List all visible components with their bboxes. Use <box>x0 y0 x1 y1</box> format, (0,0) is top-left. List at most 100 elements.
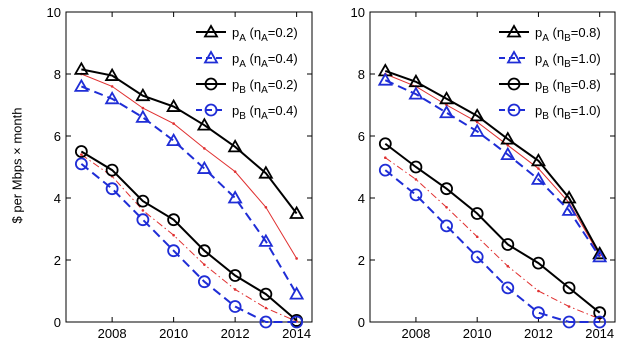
legend-label: pA (ηB=1.0) <box>535 51 601 70</box>
y-tick-label: 6 <box>54 129 61 144</box>
series-6 <box>384 156 601 321</box>
x-tick-label: 2008 <box>98 326 127 341</box>
data-point-marker <box>141 209 145 212</box>
data-point-marker <box>80 153 83 156</box>
y-tick-label: 8 <box>358 67 365 82</box>
legend-label: pB (ηB=0.8) <box>535 77 601 96</box>
data-point-marker <box>264 306 268 310</box>
data-point-marker <box>196 117 212 131</box>
data-point-marker <box>440 219 453 233</box>
series-line <box>385 73 601 256</box>
plot-frame <box>369 11 616 323</box>
data-point-marker <box>197 275 211 289</box>
data-point-marker <box>196 160 212 174</box>
data-point-marker <box>110 85 114 88</box>
data-point-marker <box>228 300 242 313</box>
legend-item: pA (ηA=0.2) <box>196 24 298 44</box>
y-tick-label: 10 <box>47 5 61 20</box>
data-point-marker <box>500 131 516 145</box>
legend-item: pB (ηA=0.4) <box>196 103 298 122</box>
data-point-marker <box>258 233 274 247</box>
data-point-marker <box>167 213 181 227</box>
series-5 <box>80 72 298 260</box>
x-tick-label: 2010 <box>463 326 492 341</box>
data-point-marker <box>469 108 485 122</box>
y-tick-label: 4 <box>54 191 61 206</box>
data-point-marker <box>378 163 392 177</box>
data-point-marker <box>475 120 479 124</box>
series-1 <box>73 61 305 219</box>
series-2 <box>377 72 608 263</box>
legend: pA (ηB=0.8) pA (ηB=1.0) pB (ηB=0.8) pB (ηB=… <box>499 24 601 122</box>
data-point-marker <box>414 178 418 181</box>
data-point-marker <box>592 249 608 263</box>
x-tick-label: 2012 <box>524 326 553 341</box>
data-point-marker <box>259 287 273 301</box>
series-line <box>81 85 298 295</box>
series-line <box>81 73 298 259</box>
data-point-marker <box>289 205 305 219</box>
data-point-marker <box>440 182 453 196</box>
data-point-marker <box>264 206 268 209</box>
data-point-marker <box>228 269 242 282</box>
x-tick-label: 2014 <box>585 326 614 341</box>
data-point-marker <box>136 194 150 208</box>
legend-marker <box>507 103 521 117</box>
data-point-marker <box>289 286 305 300</box>
series-4 <box>74 157 304 329</box>
data-point-marker <box>104 67 120 81</box>
y-tick-label: 6 <box>358 129 365 144</box>
data-point-marker <box>592 245 608 260</box>
data-point-marker <box>167 244 181 258</box>
series-line <box>384 142 601 314</box>
data-point-marker <box>258 165 274 179</box>
data-point-marker <box>203 147 206 150</box>
y-tick-label: 8 <box>54 67 61 82</box>
data-point-marker <box>593 315 607 329</box>
data-point-marker <box>203 263 206 266</box>
data-point-marker <box>408 86 424 100</box>
y-tick-label: 0 <box>358 315 365 330</box>
data-point-marker <box>197 244 211 258</box>
legend-label: pA (ηA=0.4) <box>232 51 298 70</box>
data-point-marker <box>166 132 182 147</box>
legend-label: pA (ηA=0.2) <box>232 25 298 44</box>
legend-marker <box>203 50 219 64</box>
series-3 <box>378 137 607 320</box>
data-point-marker <box>227 190 243 204</box>
data-point-marker <box>233 288 237 291</box>
legend-item: pA (ηB=0.8) <box>499 24 601 44</box>
data-point-marker <box>377 72 393 86</box>
data-point-marker <box>469 123 485 137</box>
y-tick-label: 4 <box>358 191 365 206</box>
series-line <box>385 157 600 320</box>
data-point-marker <box>136 213 150 227</box>
data-point-marker <box>408 73 424 88</box>
legend-marker <box>506 24 522 38</box>
y-tick-label: 2 <box>358 253 365 268</box>
legend-label: pB (ηA=0.4) <box>232 103 298 122</box>
x-tick-label: 2008 <box>401 326 430 341</box>
data-point-marker <box>530 152 546 167</box>
data-point-marker <box>537 167 540 170</box>
series-1 <box>377 63 608 260</box>
data-point-marker <box>73 61 89 75</box>
legend: pA (ηA=0.2) pA (ηA=0.4) pB (ηA=0.2) pB (ηA=… <box>196 24 298 122</box>
data-point-marker <box>172 233 175 237</box>
legend-marker <box>507 77 521 91</box>
legend-item: pB (ηA=0.2) <box>196 77 298 96</box>
data-point-marker <box>439 90 455 105</box>
legend-marker <box>204 77 218 91</box>
data-point-marker <box>233 170 237 173</box>
series-line <box>81 154 297 322</box>
data-point-marker <box>470 250 484 264</box>
data-point-marker <box>290 315 304 329</box>
data-point-marker <box>537 289 540 293</box>
legend-marker <box>204 103 218 117</box>
y-axis-label: $ per Mbps × month <box>9 107 25 224</box>
legend-item: pA (ηB=1.0) <box>499 50 601 70</box>
data-point-marker <box>506 264 510 268</box>
data-point-marker <box>259 315 273 329</box>
